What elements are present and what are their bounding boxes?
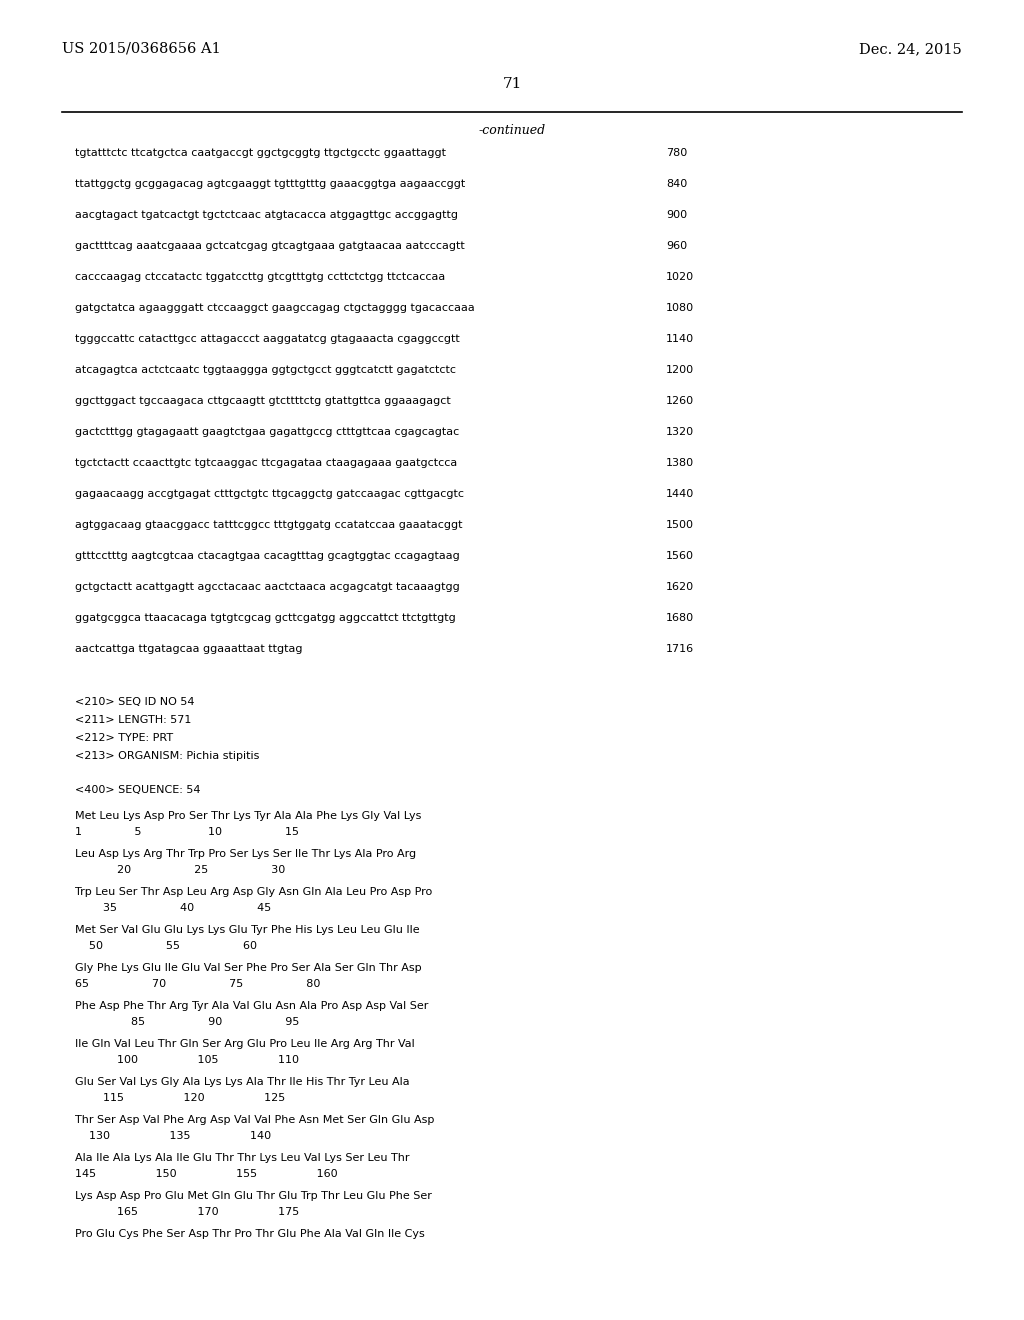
- Text: cacccaagag ctccatactc tggatccttg gtcgtttgtg ccttctctgg ttctcaccaa: cacccaagag ctccatactc tggatccttg gtcgttt…: [75, 272, 445, 282]
- Text: gctgctactt acattgagtt agcctacaac aactctaaca acgagcatgt tacaaagtgg: gctgctactt acattgagtt agcctacaac aactcta…: [75, 582, 460, 591]
- Text: ggcttggact tgccaagaca cttgcaagtt gtcttttctg gtattgttca ggaaagagct: ggcttggact tgccaagaca cttgcaagtt gtctttt…: [75, 396, 451, 407]
- Text: 1260: 1260: [666, 396, 694, 407]
- Text: <211> LENGTH: 571: <211> LENGTH: 571: [75, 715, 191, 725]
- Text: 50                  55                  60: 50 55 60: [75, 941, 257, 950]
- Text: US 2015/0368656 A1: US 2015/0368656 A1: [62, 42, 221, 55]
- Text: Lys Asp Asp Pro Glu Met Gln Glu Thr Glu Trp Thr Leu Glu Phe Ser: Lys Asp Asp Pro Glu Met Gln Glu Thr Glu …: [75, 1191, 432, 1201]
- Text: Thr Ser Asp Val Phe Arg Asp Val Val Phe Asn Met Ser Gln Glu Asp: Thr Ser Asp Val Phe Arg Asp Val Val Phe …: [75, 1115, 434, 1125]
- Text: 840: 840: [666, 180, 687, 189]
- Text: tgggccattc catacttgcc attagaccct aaggatatcg gtagaaacta cgaggccgtt: tgggccattc catacttgcc attagaccct aaggata…: [75, 334, 460, 345]
- Text: 1080: 1080: [666, 304, 694, 313]
- Text: 130                 135                 140: 130 135 140: [75, 1131, 271, 1140]
- Text: 100                 105                 110: 100 105 110: [75, 1055, 299, 1065]
- Text: gagaacaagg accgtgagat ctttgctgtc ttgcaggctg gatccaagac cgttgacgtc: gagaacaagg accgtgagat ctttgctgtc ttgcagg…: [75, 488, 464, 499]
- Text: 900: 900: [666, 210, 687, 220]
- Text: tgtatttctc ttcatgctca caatgaccgt ggctgcggtg ttgctgcctc ggaattaggt: tgtatttctc ttcatgctca caatgaccgt ggctgcg…: [75, 148, 446, 158]
- Text: 85                  90                  95: 85 90 95: [75, 1016, 299, 1027]
- Text: Ile Gln Val Leu Thr Gln Ser Arg Glu Pro Leu Ile Arg Arg Thr Val: Ile Gln Val Leu Thr Gln Ser Arg Glu Pro …: [75, 1039, 415, 1049]
- Text: Glu Ser Val Lys Gly Ala Lys Lys Ala Thr Ile His Thr Tyr Leu Ala: Glu Ser Val Lys Gly Ala Lys Lys Ala Thr …: [75, 1077, 410, 1086]
- Text: 780: 780: [666, 148, 687, 158]
- Text: Met Ser Val Glu Glu Lys Lys Glu Tyr Phe His Lys Leu Leu Glu Ile: Met Ser Val Glu Glu Lys Lys Glu Tyr Phe …: [75, 925, 420, 935]
- Text: Dec. 24, 2015: Dec. 24, 2015: [859, 42, 962, 55]
- Text: Met Leu Lys Asp Pro Ser Thr Lys Tyr Ala Ala Phe Lys Gly Val Lys: Met Leu Lys Asp Pro Ser Thr Lys Tyr Ala …: [75, 810, 421, 821]
- Text: ggatgcggca ttaacacaga tgtgtcgcag gcttcgatgg aggccattct ttctgttgtg: ggatgcggca ttaacacaga tgtgtcgcag gcttcga…: [75, 612, 456, 623]
- Text: gacttttcag aaatcgaaaa gctcatcgag gtcagtgaaa gatgtaacaa aatcccagtt: gacttttcag aaatcgaaaa gctcatcgag gtcagtg…: [75, 242, 465, 251]
- Text: gtttcctttg aagtcgtcaa ctacagtgaa cacagtttag gcagtggtac ccagagtaag: gtttcctttg aagtcgtcaa ctacagtgaa cacagtt…: [75, 550, 460, 561]
- Text: Phe Asp Phe Thr Arg Tyr Ala Val Glu Asn Ala Pro Asp Asp Val Ser: Phe Asp Phe Thr Arg Tyr Ala Val Glu Asn …: [75, 1001, 428, 1011]
- Text: 145                 150                 155                 160: 145 150 155 160: [75, 1170, 338, 1179]
- Text: aacgtagact tgatcactgt tgctctcaac atgtacacca atggagttgc accggagttg: aacgtagact tgatcactgt tgctctcaac atgtaca…: [75, 210, 458, 220]
- Text: 1020: 1020: [666, 272, 694, 282]
- Text: aactcattga ttgatagcaa ggaaattaat ttgtag: aactcattga ttgatagcaa ggaaattaat ttgtag: [75, 644, 302, 653]
- Text: atcagagtca actctcaatc tggtaaggga ggtgctgcct gggtcatctt gagatctctc: atcagagtca actctcaatc tggtaaggga ggtgctg…: [75, 366, 456, 375]
- Text: -continued: -continued: [478, 124, 546, 137]
- Text: 1380: 1380: [666, 458, 694, 469]
- Text: 35                  40                  45: 35 40 45: [75, 903, 271, 913]
- Text: 1440: 1440: [666, 488, 694, 499]
- Text: <213> ORGANISM: Pichia stipitis: <213> ORGANISM: Pichia stipitis: [75, 751, 259, 762]
- Text: agtggacaag gtaacggacc tatttcggcc tttgtggatg ccatatccaa gaaatacggt: agtggacaag gtaacggacc tatttcggcc tttgtgg…: [75, 520, 463, 531]
- Text: 1560: 1560: [666, 550, 694, 561]
- Text: 1500: 1500: [666, 520, 694, 531]
- Text: 1620: 1620: [666, 582, 694, 591]
- Text: <400> SEQUENCE: 54: <400> SEQUENCE: 54: [75, 785, 201, 795]
- Text: 65                  70                  75                  80: 65 70 75 80: [75, 979, 321, 989]
- Text: 20                  25                  30: 20 25 30: [75, 865, 286, 875]
- Text: 115                 120                 125: 115 120 125: [75, 1093, 286, 1104]
- Text: Leu Asp Lys Arg Thr Trp Pro Ser Lys Ser Ile Thr Lys Ala Pro Arg: Leu Asp Lys Arg Thr Trp Pro Ser Lys Ser …: [75, 849, 416, 859]
- Text: <212> TYPE: PRT: <212> TYPE: PRT: [75, 733, 173, 743]
- Text: Pro Glu Cys Phe Ser Asp Thr Pro Thr Glu Phe Ala Val Gln Ile Cys: Pro Glu Cys Phe Ser Asp Thr Pro Thr Glu …: [75, 1229, 425, 1239]
- Text: ttattggctg gcggagacag agtcgaaggt tgtttgtttg gaaacggtga aagaaccggt: ttattggctg gcggagacag agtcgaaggt tgtttgt…: [75, 180, 465, 189]
- Text: Gly Phe Lys Glu Ile Glu Val Ser Phe Pro Ser Ala Ser Gln Thr Asp: Gly Phe Lys Glu Ile Glu Val Ser Phe Pro …: [75, 964, 422, 973]
- Text: 71: 71: [503, 77, 521, 91]
- Text: 165                 170                 175: 165 170 175: [75, 1206, 299, 1217]
- Text: Trp Leu Ser Thr Asp Leu Arg Asp Gly Asn Gln Ala Leu Pro Asp Pro: Trp Leu Ser Thr Asp Leu Arg Asp Gly Asn …: [75, 887, 432, 898]
- Text: 1716: 1716: [666, 644, 694, 653]
- Text: gactctttgg gtagagaatt gaagtctgaa gagattgccg ctttgttcaa cgagcagtac: gactctttgg gtagagaatt gaagtctgaa gagattg…: [75, 426, 459, 437]
- Text: tgctctactt ccaacttgtc tgtcaaggac ttcgagataa ctaagagaaa gaatgctcca: tgctctactt ccaacttgtc tgtcaaggac ttcgaga…: [75, 458, 458, 469]
- Text: 1200: 1200: [666, 366, 694, 375]
- Text: <210> SEQ ID NO 54: <210> SEQ ID NO 54: [75, 697, 195, 708]
- Text: gatgctatca agaagggatt ctccaaggct gaagccagag ctgctagggg tgacaccaaa: gatgctatca agaagggatt ctccaaggct gaagcca…: [75, 304, 475, 313]
- Text: Ala Ile Ala Lys Ala Ile Glu Thr Thr Lys Leu Val Lys Ser Leu Thr: Ala Ile Ala Lys Ala Ile Glu Thr Thr Lys …: [75, 1152, 410, 1163]
- Text: 1320: 1320: [666, 426, 694, 437]
- Text: 960: 960: [666, 242, 687, 251]
- Text: 1140: 1140: [666, 334, 694, 345]
- Text: 1680: 1680: [666, 612, 694, 623]
- Text: 1               5                   10                  15: 1 5 10 15: [75, 828, 299, 837]
